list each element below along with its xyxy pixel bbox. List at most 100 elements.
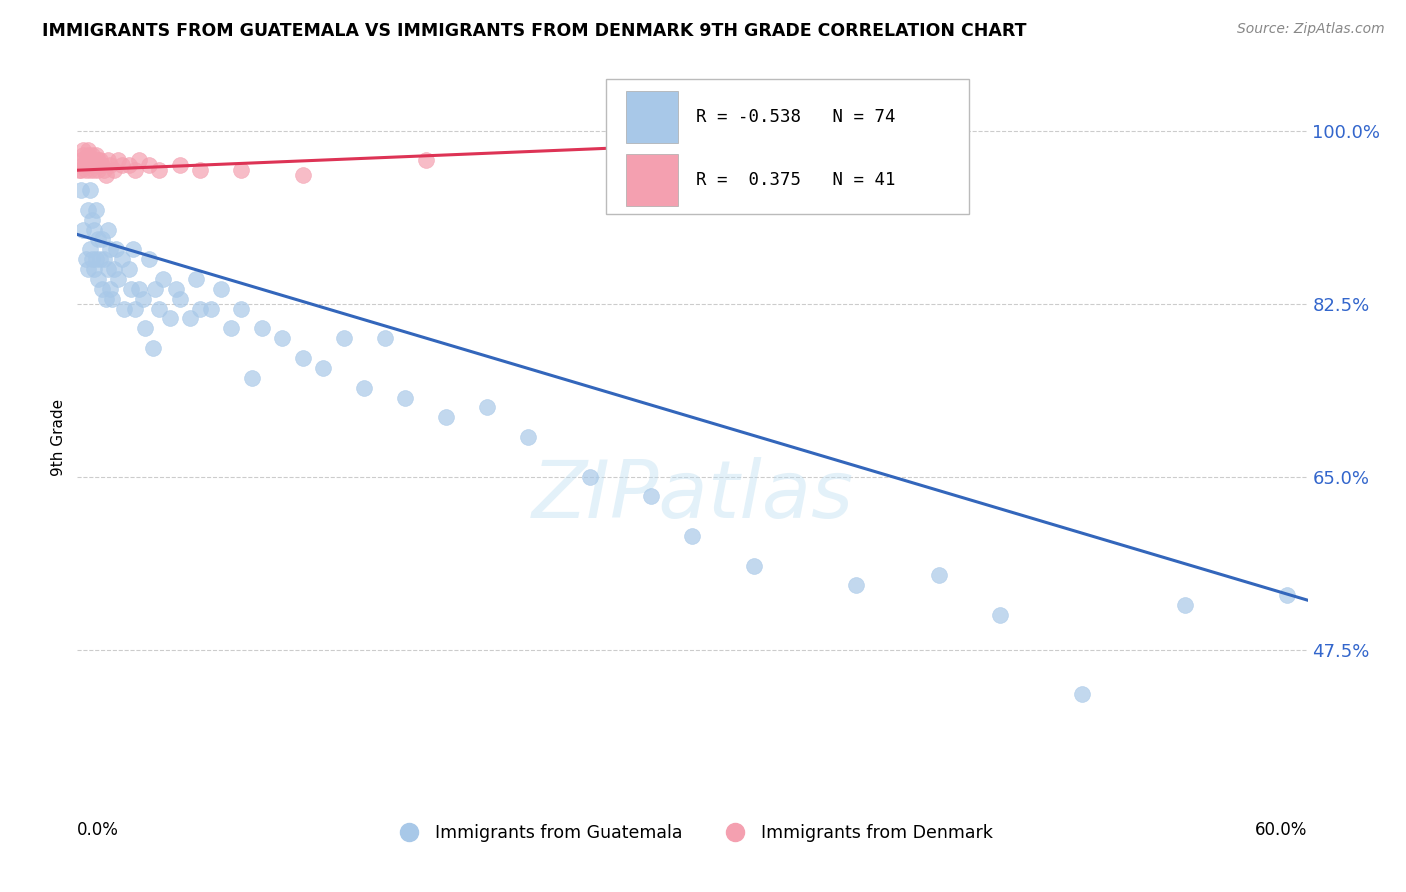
Point xyxy=(124,301,146,316)
Point xyxy=(79,153,101,168)
Point xyxy=(169,158,191,172)
Point xyxy=(134,321,156,335)
Point xyxy=(98,282,121,296)
Point xyxy=(138,252,160,267)
Point xyxy=(124,163,146,178)
Point xyxy=(97,262,120,277)
Point xyxy=(72,144,94,158)
Point xyxy=(682,529,704,543)
Point xyxy=(111,158,134,172)
Point xyxy=(394,391,416,405)
Point xyxy=(101,292,124,306)
Point xyxy=(783,134,806,148)
Point xyxy=(97,153,120,168)
Point xyxy=(93,163,115,178)
Point xyxy=(80,158,103,172)
Point xyxy=(143,282,166,296)
Point xyxy=(90,282,114,296)
Point xyxy=(415,153,437,168)
Point xyxy=(209,282,232,296)
Point xyxy=(152,272,174,286)
Point xyxy=(111,252,134,267)
Point xyxy=(79,242,101,256)
Point xyxy=(374,331,396,345)
Point xyxy=(107,153,129,168)
Point xyxy=(517,430,540,444)
Text: 0.0%: 0.0% xyxy=(77,821,120,839)
Point xyxy=(179,311,201,326)
Point xyxy=(72,222,94,236)
Point xyxy=(128,153,150,168)
Point xyxy=(94,168,117,182)
Point xyxy=(67,163,90,178)
Point xyxy=(138,158,160,172)
Text: Source: ZipAtlas.com: Source: ZipAtlas.com xyxy=(1237,22,1385,37)
Point xyxy=(291,168,314,182)
Point xyxy=(80,148,103,162)
Point xyxy=(1174,598,1197,612)
Point xyxy=(70,163,93,178)
Y-axis label: 9th Grade: 9th Grade xyxy=(51,399,66,475)
Point xyxy=(128,282,150,296)
Point xyxy=(75,163,97,178)
Point xyxy=(84,252,107,267)
Point xyxy=(97,222,120,236)
Point xyxy=(579,469,602,483)
Text: R =  0.375   N = 41: R = 0.375 N = 41 xyxy=(696,170,896,188)
Point xyxy=(90,232,114,246)
Point xyxy=(928,568,950,582)
Point xyxy=(76,262,98,277)
Point xyxy=(103,163,125,178)
FancyBboxPatch shape xyxy=(606,78,969,214)
Point xyxy=(103,262,125,277)
Point xyxy=(159,311,181,326)
Point xyxy=(105,242,128,256)
Point xyxy=(188,163,212,178)
Point xyxy=(436,410,458,425)
Point xyxy=(84,158,107,172)
Point xyxy=(87,272,110,286)
Point xyxy=(169,292,191,306)
Point xyxy=(107,272,129,286)
Point xyxy=(70,153,93,168)
Point xyxy=(117,262,139,277)
Point xyxy=(76,158,98,172)
FancyBboxPatch shape xyxy=(626,92,678,144)
Point xyxy=(83,262,105,277)
Point xyxy=(250,321,273,335)
Point xyxy=(114,301,136,316)
Point xyxy=(87,163,110,178)
Point xyxy=(240,371,263,385)
Point xyxy=(72,158,94,172)
Point xyxy=(988,607,1011,622)
Text: ZIPatlas: ZIPatlas xyxy=(531,457,853,534)
Point xyxy=(219,321,242,335)
Point xyxy=(142,341,165,355)
Legend: Immigrants from Guatemala, Immigrants from Denmark: Immigrants from Guatemala, Immigrants fr… xyxy=(385,817,1000,849)
Point xyxy=(84,148,107,162)
Point xyxy=(87,153,110,168)
Point xyxy=(186,272,208,286)
Point xyxy=(89,153,111,168)
Text: R = -0.538   N = 74: R = -0.538 N = 74 xyxy=(696,109,896,127)
Point xyxy=(83,163,105,178)
Point xyxy=(76,148,98,162)
Point xyxy=(76,144,98,158)
Point xyxy=(72,148,94,162)
Point xyxy=(75,252,97,267)
Point xyxy=(845,578,868,592)
Point xyxy=(120,282,142,296)
Point xyxy=(90,158,114,172)
Point xyxy=(148,163,170,178)
Point xyxy=(271,331,294,345)
Point xyxy=(640,489,662,503)
Text: IMMIGRANTS FROM GUATEMALA VS IMMIGRANTS FROM DENMARK 9TH GRADE CORRELATION CHART: IMMIGRANTS FROM GUATEMALA VS IMMIGRANTS … xyxy=(42,22,1026,40)
Point xyxy=(83,153,105,168)
Point xyxy=(70,183,93,197)
FancyBboxPatch shape xyxy=(626,153,678,205)
Point xyxy=(231,163,253,178)
Point xyxy=(148,301,170,316)
Point xyxy=(89,252,111,267)
Text: 60.0%: 60.0% xyxy=(1256,821,1308,839)
Point xyxy=(83,222,105,236)
